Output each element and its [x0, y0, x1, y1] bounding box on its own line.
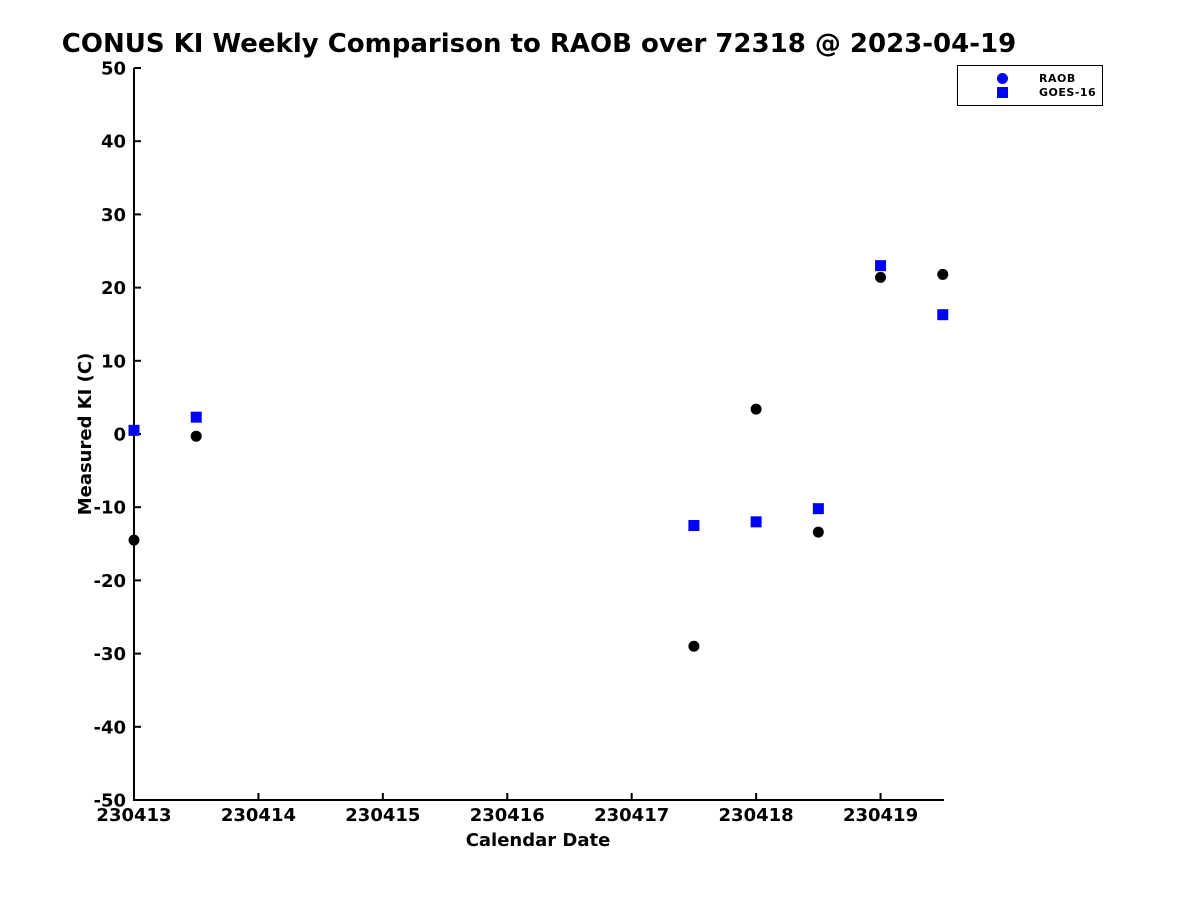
- goes16-legend-marker-icon: [997, 87, 1008, 98]
- y-tick-label: 20: [101, 278, 126, 299]
- x-tick-label: 230413: [96, 805, 171, 826]
- data-point-raob: [875, 271, 887, 283]
- y-tick-label: -50: [93, 791, 126, 812]
- x-axis-label: Calendar Date: [465, 830, 611, 851]
- x-tick-label: 230416: [470, 805, 545, 826]
- raob-legend-marker-icon: [997, 73, 1008, 84]
- y-tick-label: 10: [101, 351, 126, 372]
- data-point-goes16: [688, 520, 700, 531]
- x-tick-label: 230415: [345, 805, 420, 826]
- data-point-goes16: [937, 309, 949, 321]
- data-point-raob: [812, 526, 824, 538]
- legend-item-raob: RAOB: [958, 73, 1102, 84]
- data-point-goes16: [875, 260, 887, 272]
- y-tick-label: 40: [101, 132, 126, 153]
- data-point-raob: [750, 403, 762, 415]
- chart-title: CONUS KI Weekly Comparison to RAOB over …: [61, 29, 1017, 59]
- x-tick-label: 230414: [221, 805, 296, 826]
- data-point-goes16: [190, 411, 202, 423]
- x-tick-label: 230417: [594, 805, 669, 826]
- data-point-raob: [688, 640, 700, 652]
- data-point-goes16: [128, 424, 140, 436]
- x-tick-label: 230418: [719, 805, 794, 826]
- y-tick-label: 50: [101, 59, 126, 80]
- y-tick-label: -40: [93, 717, 126, 738]
- y-tick-label: -20: [93, 571, 126, 592]
- y-tick-label: 30: [101, 205, 126, 226]
- legend-item-goes16: GOES-16: [958, 87, 1102, 98]
- data-point-raob: [128, 534, 140, 546]
- data-point-goes16: [750, 516, 762, 528]
- data-point-goes16: [812, 503, 824, 515]
- x-tick-label: 230419: [843, 805, 918, 826]
- axis-spine: [133, 68, 944, 801]
- y-tick-label: -10: [93, 498, 126, 519]
- legend-label-raob: RAOB: [1039, 72, 1076, 85]
- data-point-raob: [937, 268, 949, 280]
- data-point-raob: [190, 430, 202, 442]
- y-tick-label: -30: [93, 644, 126, 665]
- y-tick-label: 0: [113, 425, 126, 446]
- legend: RAOB GOES-16: [957, 65, 1103, 106]
- legend-label-goes16: GOES-16: [1039, 86, 1097, 99]
